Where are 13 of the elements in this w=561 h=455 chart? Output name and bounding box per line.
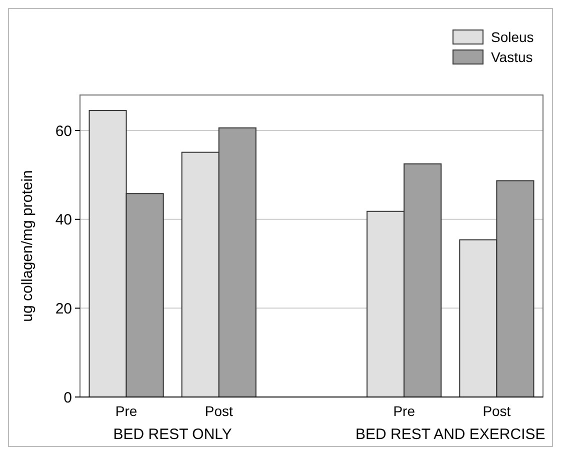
y-axis-title: ug collagen/mg protein [19, 170, 36, 322]
x-tick-label: Post [204, 403, 234, 419]
legend-label: Vastus [491, 48, 533, 65]
text: BED REST AND EXERCISE [356, 426, 546, 443]
y-tick-label: 60 [55, 122, 72, 140]
x-tick-label: Post [482, 403, 511, 419]
x-tick-label: Pre [115, 403, 138, 419]
text: BED REST ONLY [113, 426, 232, 443]
y-tick-label: 20 [55, 300, 72, 318]
y-tick-label: 0 [64, 389, 72, 406]
y-tick-label: 40 [55, 212, 72, 229]
legend-label: Soleus [491, 28, 534, 45]
x-tick-label: Pre [393, 403, 416, 419]
